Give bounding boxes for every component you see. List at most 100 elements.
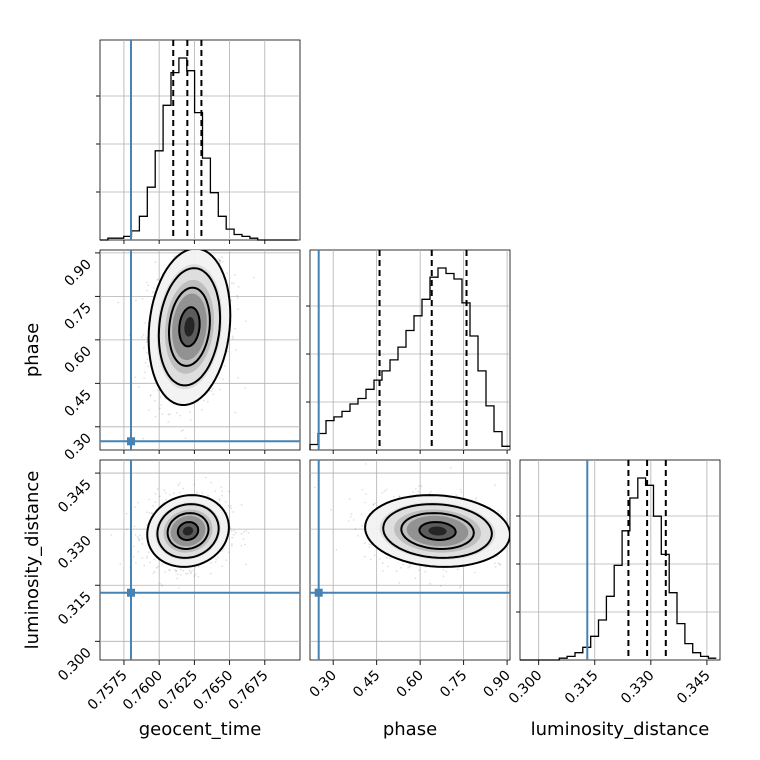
sample-point xyxy=(159,407,161,410)
sample-point xyxy=(494,566,497,568)
sample-point xyxy=(147,365,149,368)
sample-point xyxy=(364,501,367,504)
sample-point xyxy=(212,393,215,396)
sample-point xyxy=(460,491,463,493)
sample-point xyxy=(234,411,237,414)
sample-point xyxy=(244,563,247,566)
scatter-panel-geocent_time-vs-phase xyxy=(99,244,301,451)
sample-point xyxy=(133,545,136,548)
sample-point xyxy=(497,562,500,565)
sample-point xyxy=(218,260,221,263)
sample-point xyxy=(146,336,148,339)
sample-point xyxy=(159,396,162,398)
sample-point xyxy=(141,336,144,338)
sample-point xyxy=(383,490,386,492)
sample-point xyxy=(227,551,230,554)
sample-point xyxy=(240,544,243,547)
sample-point xyxy=(148,512,151,514)
sample-point xyxy=(156,279,158,281)
sample-point xyxy=(193,575,196,577)
sample-point xyxy=(164,570,167,573)
sample-point xyxy=(157,278,159,281)
sample-point xyxy=(455,494,458,497)
sample-point xyxy=(219,262,221,265)
sample-point xyxy=(497,510,500,512)
x-tick-label: 0.45 xyxy=(350,668,383,701)
sample-point xyxy=(172,492,175,495)
x-axis-label-phase: phase xyxy=(383,719,437,740)
sample-point xyxy=(149,394,152,397)
sample-point xyxy=(197,576,200,578)
sample-point xyxy=(414,488,417,490)
sample-point xyxy=(171,244,173,246)
sample-point xyxy=(182,487,185,490)
sample-point xyxy=(180,247,182,249)
contour-line xyxy=(157,267,222,387)
sample-point xyxy=(147,551,150,554)
sample-point xyxy=(177,484,180,487)
sample-point xyxy=(136,535,139,538)
sample-point xyxy=(134,534,137,536)
sample-point xyxy=(152,287,155,289)
sample-point xyxy=(218,259,221,262)
sample-point xyxy=(233,529,236,532)
sample-point xyxy=(200,408,203,411)
sample-point xyxy=(244,543,247,546)
panel-frame xyxy=(519,459,721,661)
sample-point xyxy=(221,247,223,249)
sample-point xyxy=(418,484,421,487)
sample-point xyxy=(215,558,218,561)
sample-point xyxy=(218,388,221,391)
sample-point xyxy=(186,572,189,575)
sample-point xyxy=(193,483,196,486)
x-tick-label: 0.30 xyxy=(307,668,340,701)
sample-point xyxy=(144,322,147,324)
sample-point xyxy=(227,350,229,353)
sample-point xyxy=(223,365,226,367)
sample-point xyxy=(145,351,148,354)
sample-point xyxy=(221,490,224,493)
sample-point xyxy=(146,555,149,558)
sample-point xyxy=(236,297,239,299)
sample-point xyxy=(429,582,432,585)
sample-point xyxy=(141,298,144,300)
sample-point xyxy=(398,582,401,584)
sample-point xyxy=(160,404,163,406)
sample-point xyxy=(189,411,192,413)
panel-frame xyxy=(99,39,301,241)
sample-point xyxy=(474,499,477,501)
sample-point xyxy=(175,570,177,573)
sample-point xyxy=(442,575,445,578)
sample-point xyxy=(352,519,355,521)
sample-point xyxy=(168,569,171,572)
sample-point xyxy=(151,512,154,515)
sample-point xyxy=(243,530,246,533)
sample-point xyxy=(512,533,514,535)
sample-point xyxy=(134,506,137,508)
sample-point xyxy=(357,534,359,537)
sample-point xyxy=(139,534,142,537)
sample-point xyxy=(458,587,461,589)
x-tick-label: 0.60 xyxy=(394,668,427,701)
sample-point xyxy=(424,570,427,573)
sample-point xyxy=(159,582,162,585)
truth-point xyxy=(126,588,135,597)
sample-point xyxy=(167,413,170,416)
sample-point xyxy=(146,289,149,292)
sample-point xyxy=(227,505,230,507)
sample-point xyxy=(361,488,364,491)
sample-point xyxy=(385,488,388,491)
sample-point xyxy=(145,281,148,284)
sample-point xyxy=(473,571,476,574)
sample-point xyxy=(220,486,223,488)
sample-point xyxy=(418,569,420,571)
sample-point xyxy=(360,513,363,516)
scatter-panel-phase-vs-luminosity_distance xyxy=(309,459,518,661)
sample-point xyxy=(516,542,518,544)
sample-point xyxy=(221,549,224,552)
sample-point xyxy=(379,558,381,560)
x-tick-label: 0.345 xyxy=(674,668,714,708)
sample-point xyxy=(212,387,214,390)
scatter-panel-geocent_time-vs-luminosity_distance xyxy=(99,459,301,661)
sample-point xyxy=(513,534,515,536)
